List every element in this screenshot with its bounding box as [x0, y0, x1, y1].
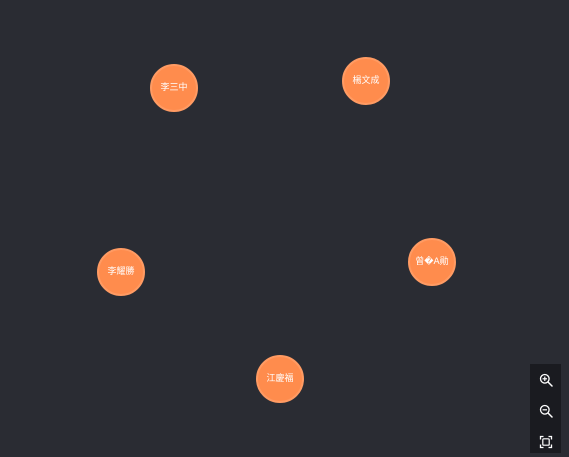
- node-label: 楊文成: [352, 75, 380, 86]
- zoom-toolbar: [530, 364, 561, 453]
- zoom-out-button[interactable]: [530, 395, 561, 426]
- graph-node-li-sanzhong[interactable]: 李三中: [150, 64, 198, 112]
- node-label: 曾�A勛: [415, 256, 449, 267]
- graph-node-li-yaosheng[interactable]: 李耀勝: [97, 248, 145, 296]
- graph-node-yang-wencheng[interactable]: 楊文成: [342, 57, 390, 105]
- node-label: 李三中: [160, 82, 188, 93]
- node-label: 江慶福: [266, 373, 294, 384]
- zoom-in-button[interactable]: [530, 364, 561, 395]
- zoom-in-icon: [539, 373, 553, 387]
- graph-node-jiang-qingfu[interactable]: 江慶福: [256, 355, 304, 403]
- graph-node-zeng-axun[interactable]: 曾�A勛: [408, 238, 456, 286]
- fit-view-icon: [539, 435, 552, 448]
- zoom-out-icon: [539, 404, 553, 418]
- node-label: 李耀勝: [107, 266, 135, 277]
- fit-view-button[interactable]: [530, 426, 561, 457]
